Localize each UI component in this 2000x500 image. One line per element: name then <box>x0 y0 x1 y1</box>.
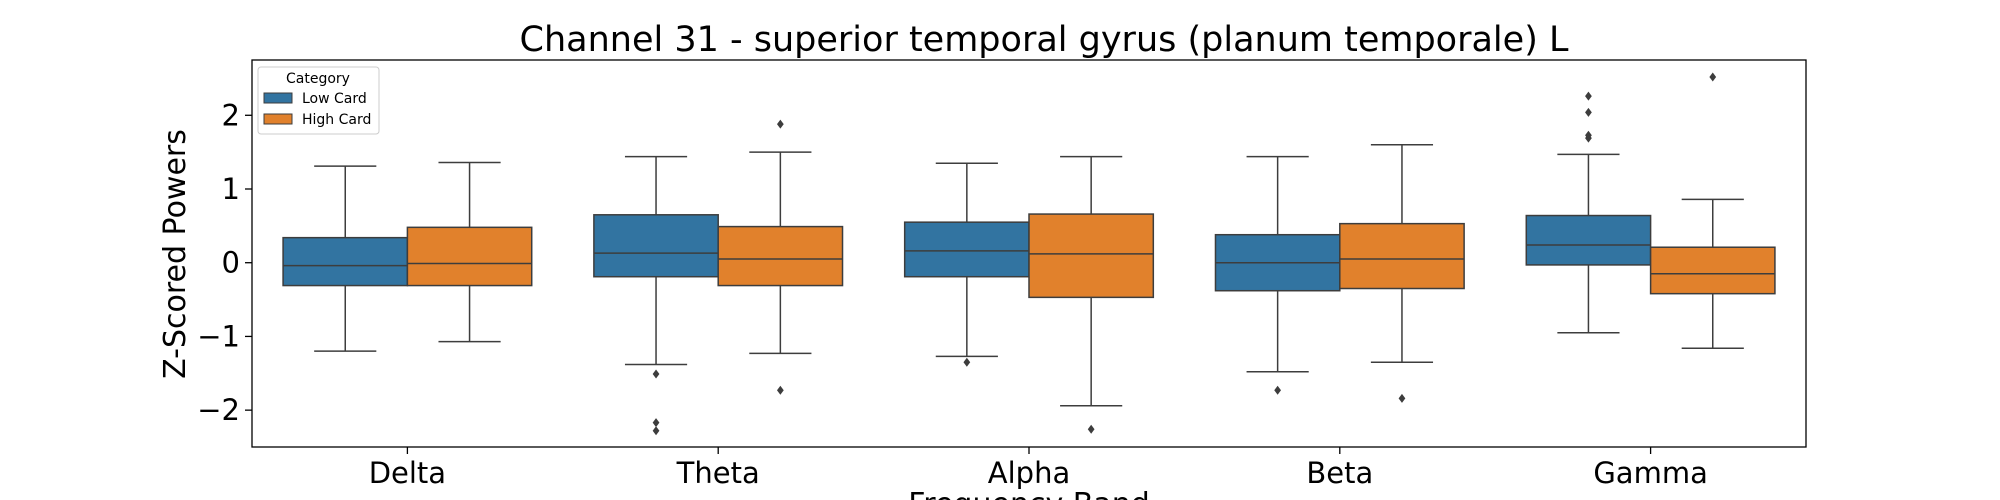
outlier-low-card-gamma-3 <box>1585 91 1592 101</box>
box-low-card-theta <box>593 214 719 278</box>
legend-label-low-card: Low Card <box>302 91 367 107</box>
outlier-low-card-theta-2 <box>652 426 660 436</box>
box-low-card-alpha <box>903 221 1030 278</box>
x-axis-label: Frequency Band <box>908 487 1150 500</box>
plot-frame <box>251 59 1807 448</box>
legend-swatch-low-card <box>263 92 293 104</box>
y-tick-label-1: −1 <box>197 319 240 353</box>
plot-area: Delta Theta Alpha Beta Gamma −2 −1 0 1 2 <box>197 72 1776 490</box>
x-tick-label-gamma: Gamma <box>1593 456 1708 490</box>
box-low-card-delta <box>282 236 409 287</box>
y-tick-label-4: 2 <box>222 98 240 132</box>
x-tick-label-beta: Beta <box>1306 456 1373 490</box>
x-tick-label-alpha: Alpha <box>988 456 1070 490</box>
outlier-low-card-gamma-1 <box>1585 130 1592 140</box>
legend-label-high-card: High Card <box>302 112 371 128</box>
x-tick-label-theta: Theta <box>676 456 760 490</box>
box-high-card-delta <box>406 226 533 287</box>
legend-title: Category <box>286 71 350 87</box>
box-low-card-gamma <box>1525 214 1652 266</box>
outlier-high-card-alpha-0 <box>1087 424 1095 434</box>
outlier-high-card-theta-1 <box>776 385 784 395</box>
outlier-low-card-alpha-0 <box>963 357 971 367</box>
outlier-low-card-gamma-2 <box>1585 107 1592 117</box>
outlier-low-card-theta-1 <box>652 418 660 428</box>
outlier-high-card-beta-0 <box>1398 393 1406 403</box>
x-tick-label-delta: Delta <box>369 456 446 490</box>
y-axis-label: Z-Scored Powers <box>158 129 193 379</box>
legend-swatch-high-card <box>263 113 293 125</box>
outlier-high-card-theta-0 <box>776 119 784 129</box>
y-tick-label-2: 0 <box>222 246 240 280</box>
box-high-card-theta <box>717 225 844 287</box>
outlier-low-card-beta-0 <box>1274 385 1282 395</box>
y-tick-label-3: 1 <box>222 172 240 206</box>
legend: Category Low Card High Card <box>257 66 380 135</box>
box-high-card-gamma <box>1649 246 1776 295</box>
box-high-card-beta <box>1339 222 1465 290</box>
outlier-low-card-theta-0 <box>652 369 660 379</box>
chart-title: Channel 31 - superior temporal gyrus (pl… <box>520 20 1569 60</box>
box-high-card-alpha <box>1028 213 1155 299</box>
outlier-high-card-gamma-0 <box>1709 72 1717 82</box>
y-tick-label-0: −2 <box>197 393 240 427</box>
